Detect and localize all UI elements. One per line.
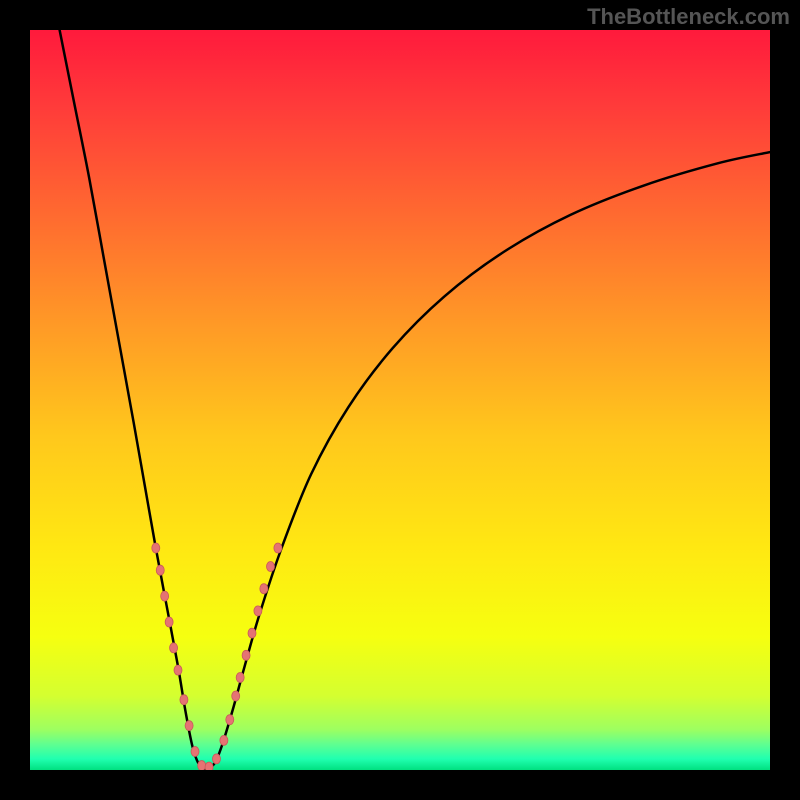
curve-marker xyxy=(274,543,282,553)
gradient-background xyxy=(30,30,770,770)
curve-marker xyxy=(165,617,173,627)
curve-marker xyxy=(226,715,234,725)
curve-marker xyxy=(236,673,244,683)
curve-marker xyxy=(180,695,188,705)
curve-marker xyxy=(205,762,213,770)
curve-marker xyxy=(161,591,169,601)
curve-marker xyxy=(220,735,228,745)
plot-svg xyxy=(30,30,770,770)
curve-marker xyxy=(232,691,240,701)
curve-marker xyxy=(267,562,275,572)
curve-marker xyxy=(170,643,178,653)
curve-marker xyxy=(191,747,199,757)
curve-marker xyxy=(248,628,256,638)
curve-marker xyxy=(260,584,268,594)
watermark-text: TheBottleneck.com xyxy=(587,4,790,30)
curve-marker xyxy=(185,721,193,731)
curve-marker xyxy=(254,606,262,616)
curve-marker xyxy=(212,754,220,764)
curve-marker xyxy=(198,761,206,770)
curve-marker xyxy=(156,565,164,575)
curve-marker xyxy=(152,543,160,553)
curve-marker xyxy=(174,665,182,675)
chart-stage: TheBottleneck.com xyxy=(0,0,800,800)
curve-marker xyxy=(242,650,250,660)
plot-area xyxy=(30,30,770,770)
